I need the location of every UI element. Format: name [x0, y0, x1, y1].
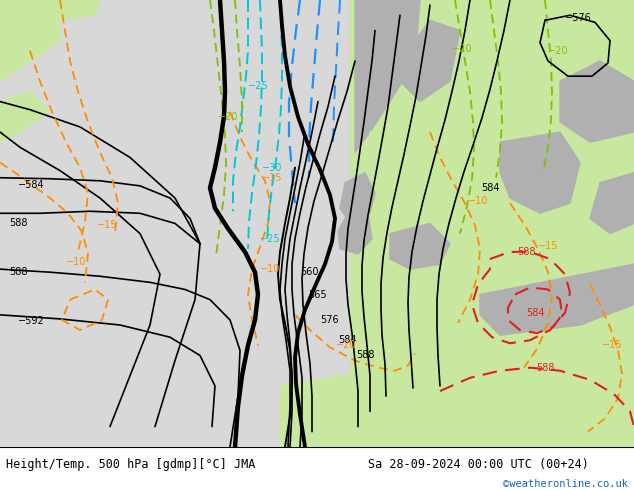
Text: 560: 560 [300, 267, 318, 277]
Text: −10: −10 [468, 196, 488, 206]
Text: −20: −20 [217, 112, 238, 122]
Text: −15: −15 [602, 341, 622, 350]
Polygon shape [340, 172, 375, 223]
Text: −20: −20 [548, 46, 568, 56]
Text: 588: 588 [356, 350, 375, 361]
Polygon shape [355, 0, 420, 152]
Polygon shape [365, 122, 420, 203]
Polygon shape [0, 92, 50, 142]
Text: −30: −30 [262, 163, 282, 172]
Text: −10: −10 [260, 264, 280, 274]
Text: −15: −15 [97, 220, 117, 230]
Polygon shape [590, 172, 634, 234]
Text: −25: −25 [260, 234, 280, 244]
Polygon shape [350, 0, 634, 447]
Polygon shape [55, 0, 100, 20]
Polygon shape [390, 223, 450, 269]
Text: −592: −592 [18, 316, 45, 326]
Text: Sa 28-09-2024 00:00 UTC (00+24): Sa 28-09-2024 00:00 UTC (00+24) [368, 459, 588, 471]
Text: 584: 584 [526, 308, 544, 318]
Polygon shape [0, 0, 60, 81]
Text: 584: 584 [338, 335, 356, 345]
Text: Height/Temp. 500 hPa [gdmp][°C] JMA: Height/Temp. 500 hPa [gdmp][°C] JMA [6, 459, 256, 471]
Polygon shape [560, 61, 634, 142]
Polygon shape [460, 264, 634, 427]
Text: 588: 588 [9, 267, 27, 277]
Text: −20: −20 [452, 44, 472, 54]
Text: 576: 576 [320, 315, 339, 325]
Text: −10: −10 [66, 257, 86, 267]
Text: 565: 565 [308, 290, 327, 299]
Polygon shape [280, 386, 634, 447]
Polygon shape [500, 132, 580, 213]
Polygon shape [338, 213, 372, 254]
Polygon shape [480, 264, 634, 335]
Text: −584: −584 [18, 180, 44, 190]
Polygon shape [280, 366, 450, 447]
Text: ©weatheronline.co.uk: ©weatheronline.co.uk [503, 479, 628, 489]
Text: −25: −25 [248, 81, 268, 91]
Text: 584: 584 [481, 183, 499, 193]
Text: −15: −15 [538, 241, 559, 251]
Text: −576: −576 [565, 13, 592, 24]
Text: 588: 588 [9, 219, 27, 228]
Text: 588: 588 [536, 363, 554, 373]
Polygon shape [400, 20, 460, 101]
Text: −20: −20 [336, 341, 356, 350]
Text: −15: −15 [262, 173, 282, 183]
Text: 588: 588 [517, 247, 535, 257]
